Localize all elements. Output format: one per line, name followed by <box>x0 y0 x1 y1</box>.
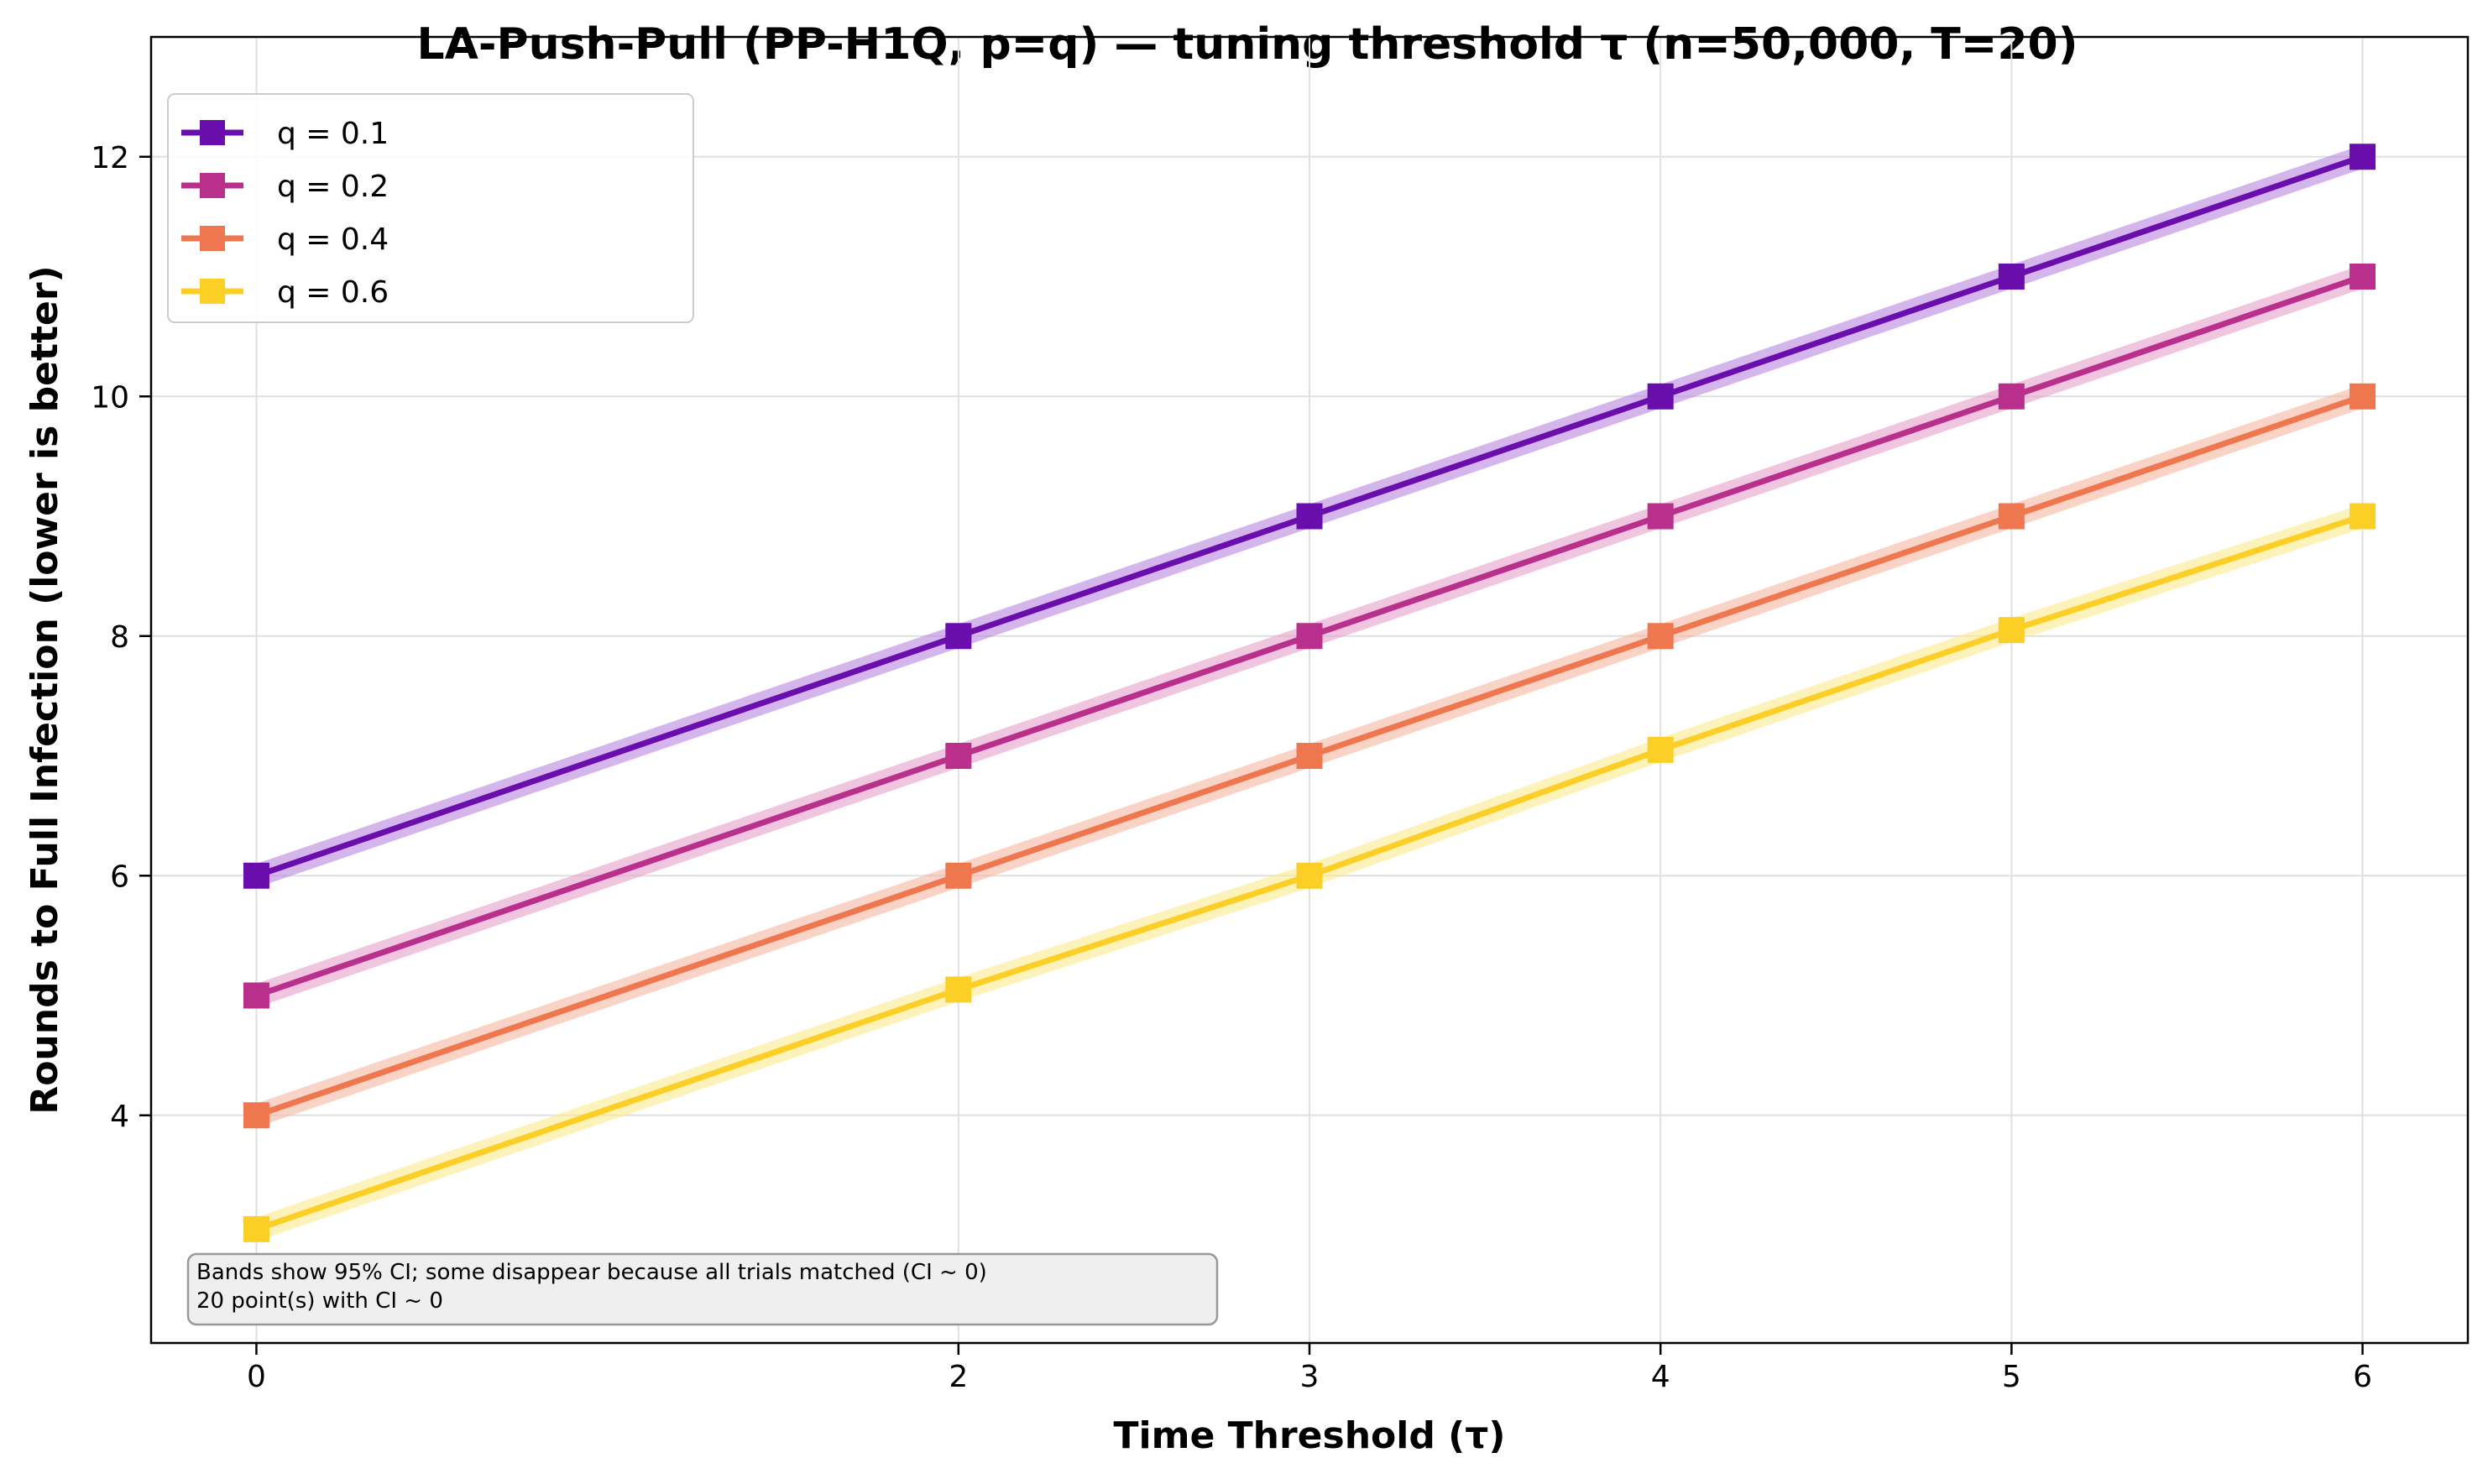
y-axis-label: Rounds to Full Infection (lower is bette… <box>24 265 66 1114</box>
x-tick-label: 3 <box>1300 1360 1320 1394</box>
annotation-frame <box>186 1252 1219 1326</box>
data-point-series-2 <box>1998 383 2025 410</box>
x-tick-label: 0 <box>247 1360 266 1394</box>
series-lines <box>255 154 2364 1232</box>
data-point-series-3 <box>1296 743 1323 770</box>
x-tick-label: 2 <box>949 1360 968 1394</box>
data-point-series-1 <box>945 623 972 650</box>
data-point-series-3 <box>243 1102 269 1129</box>
y-tick-label: 12 <box>91 141 129 175</box>
x-tick-label: 6 <box>2353 1360 2372 1394</box>
data-point-series-3 <box>1998 503 2025 530</box>
legend-swatch-marker <box>200 173 225 198</box>
data-point-series-1 <box>243 862 269 889</box>
data-point-series-1 <box>1647 383 1674 410</box>
legend-swatch-marker <box>200 226 225 251</box>
data-point-series-2 <box>1296 623 1323 650</box>
line-series-2 <box>255 274 2364 999</box>
x-tick-label: 5 <box>2002 1360 2021 1394</box>
data-point-series-2 <box>945 743 972 770</box>
y-tick-label: 6 <box>110 860 129 894</box>
legend-label: q = 0.1 <box>277 117 389 151</box>
y-axis-ticks: 4 6 8 10 12 <box>91 141 151 1134</box>
y-tick-label: 10 <box>91 380 129 415</box>
data-point-series-1 <box>1296 503 1323 530</box>
legend: q = 0.1 q = 0.2 q = 0.4 q = 0.6 <box>167 93 694 323</box>
annotation-line-2: 20 point(s) with CI ~ 0 <box>196 1288 443 1314</box>
data-point-series-3 <box>1647 623 1674 650</box>
legend-frame <box>167 93 694 323</box>
line-series-1 <box>255 154 2364 879</box>
data-point-series-4 <box>2349 503 2376 530</box>
data-point-series-4 <box>1998 617 2025 644</box>
x-axis-ticks: 0 2 3 4 5 6 <box>247 1343 2372 1394</box>
legend-entries: q = 0.1 q = 0.2 q = 0.4 q = 0.6 <box>181 117 389 310</box>
annotation-box: Bands show 95% CI; some disappear becaus… <box>186 1252 1219 1326</box>
legend-swatch-marker <box>200 279 225 304</box>
data-point-series-1 <box>2349 144 2376 170</box>
legend-swatch-marker <box>200 120 225 145</box>
grid-lines <box>151 37 2468 1343</box>
legend-label: q = 0.2 <box>277 170 389 204</box>
data-point-series-4 <box>945 976 972 1003</box>
legend-label: q = 0.6 <box>277 275 389 310</box>
x-tick-label: 4 <box>1651 1360 1670 1394</box>
data-point-series-2 <box>243 982 269 1009</box>
data-point-series-4 <box>1296 862 1323 889</box>
series-markers <box>243 144 2376 1242</box>
data-point-series-3 <box>2349 383 2376 410</box>
annotation-line-1: Bands show 95% CI; some disappear becaus… <box>196 1260 987 1285</box>
x-axis-label: Time Threshold (τ) <box>1114 1414 1506 1457</box>
chart-title: LA-Push-Pull (PP-H1Q, p=q) — tuning thre… <box>417 19 2078 70</box>
y-tick-label: 8 <box>110 620 129 655</box>
data-point-series-4 <box>243 1215 269 1242</box>
data-point-series-2 <box>2349 264 2376 290</box>
data-point-series-4 <box>1647 736 1674 763</box>
data-point-series-2 <box>1647 503 1674 530</box>
data-point-series-1 <box>1998 264 2025 290</box>
data-point-series-3 <box>945 862 972 889</box>
line-series-3 <box>255 393 2364 1119</box>
legend-label: q = 0.4 <box>277 222 389 257</box>
y-tick-label: 4 <box>110 1100 129 1134</box>
line-series-4 <box>255 513 2364 1232</box>
